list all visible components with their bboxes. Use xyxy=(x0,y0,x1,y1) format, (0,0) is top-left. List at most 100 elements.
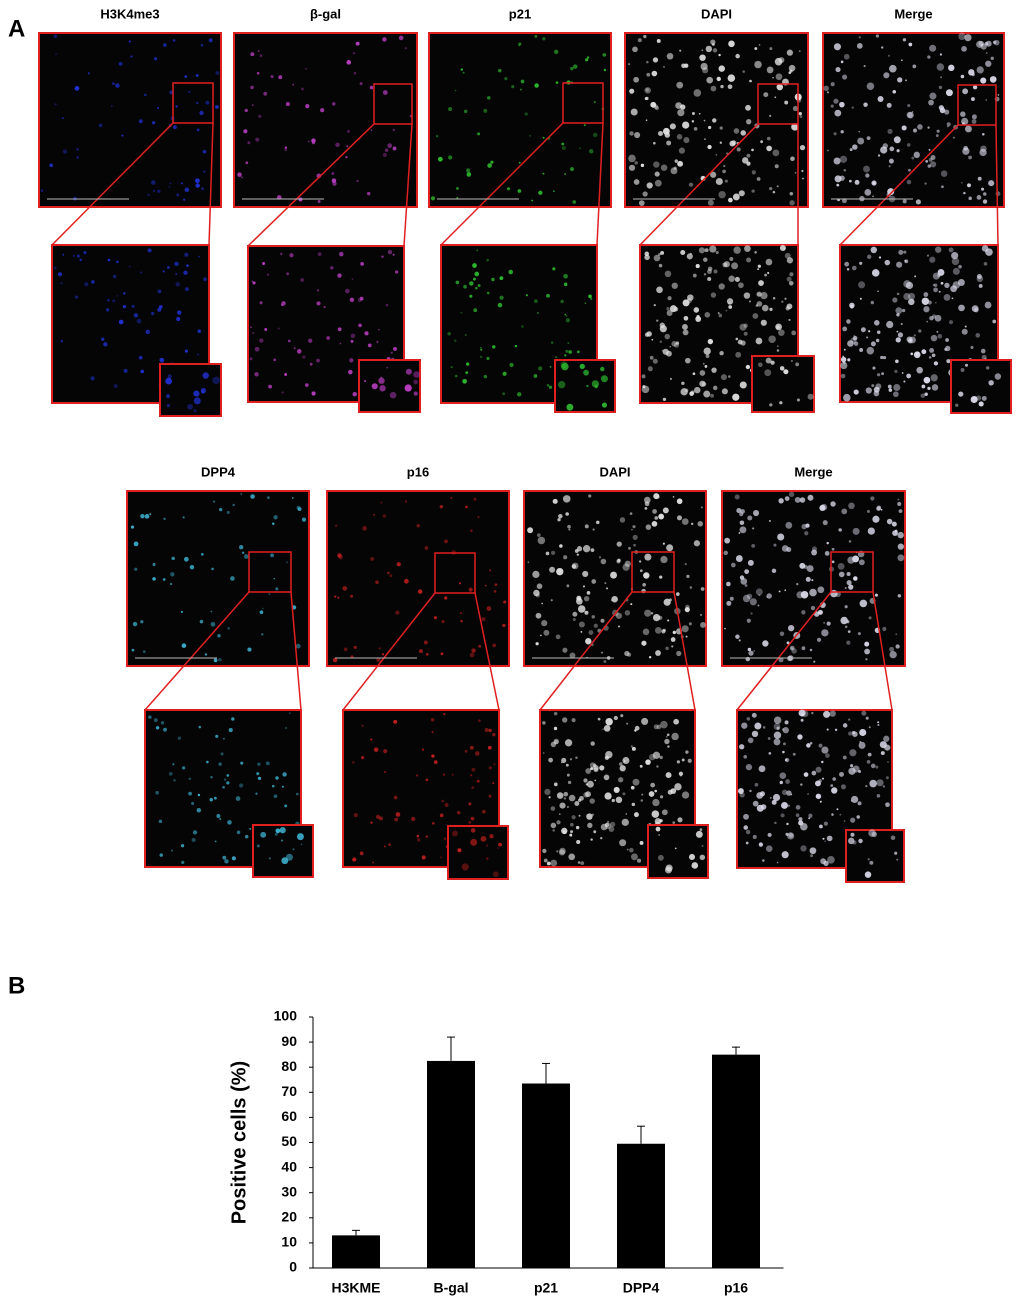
speckle xyxy=(839,175,845,181)
speckle xyxy=(255,137,260,142)
speckle xyxy=(736,147,741,152)
speckle xyxy=(475,286,478,290)
speckle xyxy=(268,593,271,595)
speckle xyxy=(628,154,636,163)
speckle xyxy=(759,791,765,797)
speckle xyxy=(599,765,605,771)
speckle xyxy=(977,176,982,181)
speckle xyxy=(317,199,321,203)
speckle xyxy=(189,564,195,570)
speckle xyxy=(789,272,794,277)
speckle xyxy=(669,598,672,602)
speckle xyxy=(140,369,145,374)
speckle xyxy=(836,808,839,811)
speckle xyxy=(433,616,437,620)
speckle xyxy=(250,326,252,329)
speckle xyxy=(326,336,330,340)
speckle xyxy=(913,128,917,133)
speckle xyxy=(487,96,491,100)
x-tick-label: p16 xyxy=(724,1280,748,1296)
speckle xyxy=(654,789,658,793)
speckle xyxy=(887,384,892,389)
speckle xyxy=(672,821,676,824)
speckle xyxy=(897,543,904,550)
speckle xyxy=(369,85,374,90)
speckle xyxy=(476,779,480,783)
speckle xyxy=(740,130,746,136)
speckle xyxy=(338,555,343,560)
speckle xyxy=(430,717,435,722)
speckle xyxy=(549,365,552,368)
speckle xyxy=(550,859,558,867)
speckle xyxy=(913,334,917,337)
speckle xyxy=(571,815,576,820)
speckle xyxy=(206,760,209,764)
speckle xyxy=(673,342,680,348)
speckle xyxy=(563,555,568,560)
speckle xyxy=(834,109,842,117)
speckle xyxy=(353,71,357,75)
speckle xyxy=(886,518,893,525)
speckle xyxy=(456,196,459,199)
speckle xyxy=(231,856,236,861)
speckle xyxy=(925,159,929,163)
speckle xyxy=(134,567,138,571)
speckle xyxy=(840,784,847,790)
speckle xyxy=(552,829,555,832)
speckle xyxy=(177,736,182,740)
speckle xyxy=(723,164,726,168)
speckle xyxy=(680,250,686,256)
speckle xyxy=(656,724,662,730)
speckle xyxy=(944,109,950,115)
speckle xyxy=(903,280,911,288)
speckle xyxy=(176,316,181,322)
speckle xyxy=(257,776,262,781)
speckle xyxy=(375,580,379,584)
speckle xyxy=(574,549,579,553)
speckle xyxy=(866,82,875,91)
speckle xyxy=(284,373,288,376)
speckle xyxy=(894,851,898,855)
speckle xyxy=(805,523,810,528)
speckle xyxy=(671,341,677,347)
speckle xyxy=(424,546,429,550)
speckle xyxy=(304,383,309,387)
speckle xyxy=(504,77,508,81)
speckle xyxy=(958,391,964,397)
speckle xyxy=(132,621,138,627)
speckle xyxy=(166,394,171,399)
speckle xyxy=(622,792,626,796)
speckle xyxy=(210,621,216,627)
speckle xyxy=(259,338,264,343)
speckle xyxy=(907,111,914,119)
speckle xyxy=(800,590,809,599)
speckle xyxy=(631,528,633,531)
speckle xyxy=(840,356,847,363)
speckle xyxy=(499,295,504,300)
speckle xyxy=(907,103,911,108)
speckle xyxy=(404,578,409,584)
speckle xyxy=(553,726,558,731)
speckle xyxy=(884,259,891,266)
zoom-line xyxy=(403,123,413,247)
speckle xyxy=(590,767,594,771)
speckle xyxy=(487,745,492,750)
speckle xyxy=(285,853,293,861)
zoom-line xyxy=(596,122,604,246)
speckle xyxy=(975,333,981,338)
speckle xyxy=(866,760,871,764)
speckle xyxy=(892,90,897,94)
speckle xyxy=(362,526,367,531)
speckle xyxy=(575,825,580,830)
speckle xyxy=(702,362,705,365)
speckle xyxy=(830,501,836,507)
speckle xyxy=(783,369,789,375)
speckle xyxy=(634,132,641,139)
speckle xyxy=(691,862,699,869)
speckle xyxy=(350,594,354,598)
speckle xyxy=(859,297,862,300)
speckle xyxy=(548,796,551,799)
speckle xyxy=(447,332,451,336)
speckle xyxy=(869,779,877,788)
speckle xyxy=(544,788,551,795)
